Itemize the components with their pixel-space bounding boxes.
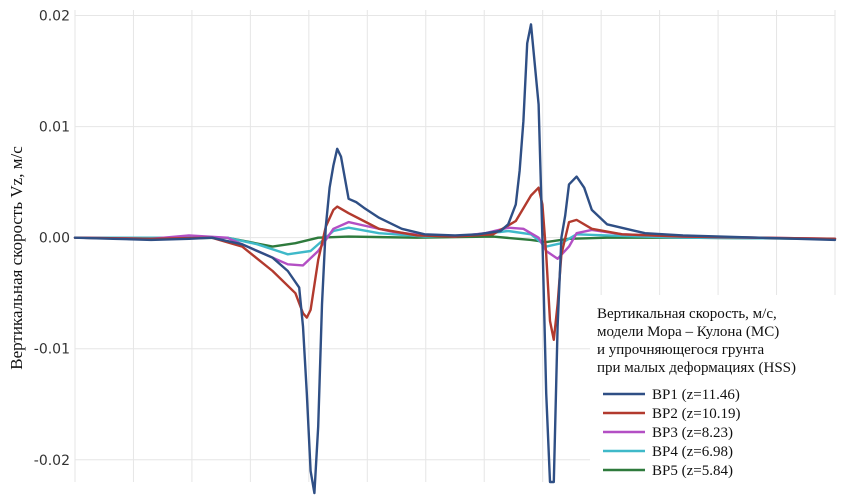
legend-entry: BP5 (z=5.84) (652, 463, 733, 479)
series-lines (73, 23, 837, 495)
legend-entry: BP2 (z=10.19) (652, 406, 740, 422)
legend: Вертикальная скорость, м/с, модели Мора –… (590, 295, 838, 500)
legend-title-line: Вертикальная скорость, м/с, (597, 306, 777, 322)
legend-title-line: модели Мора – Кулона (МС) (597, 324, 779, 340)
legend-entry: BP4 (z=6.98) (652, 444, 733, 460)
y-tick-label: -0.02 (34, 453, 70, 469)
y-tick-labels: 0.02 0.01 0.00 -0.01 -0.02 (34, 9, 70, 469)
y-tick-label: 0.01 (39, 120, 70, 136)
legend-title-line: и упрочняющегося грунта (597, 342, 764, 358)
y-axis-label: Вертикальная скорость Vz, м/с (7, 146, 26, 370)
series-line-1 (73, 23, 837, 495)
legend-title-line: при малых деформациях (HSS) (597, 360, 796, 376)
legend-entry: BP1 (z=11.46) (652, 387, 740, 403)
y-tick-label: 0.02 (39, 9, 70, 25)
series-line-4 (73, 226, 837, 256)
legend-background (590, 295, 838, 500)
legend-entry: BP3 (z=8.23) (652, 425, 733, 441)
series-line-3 (73, 220, 837, 267)
y-tick-label: -0.01 (34, 342, 70, 358)
y-tick-label: 0.00 (39, 231, 70, 247)
